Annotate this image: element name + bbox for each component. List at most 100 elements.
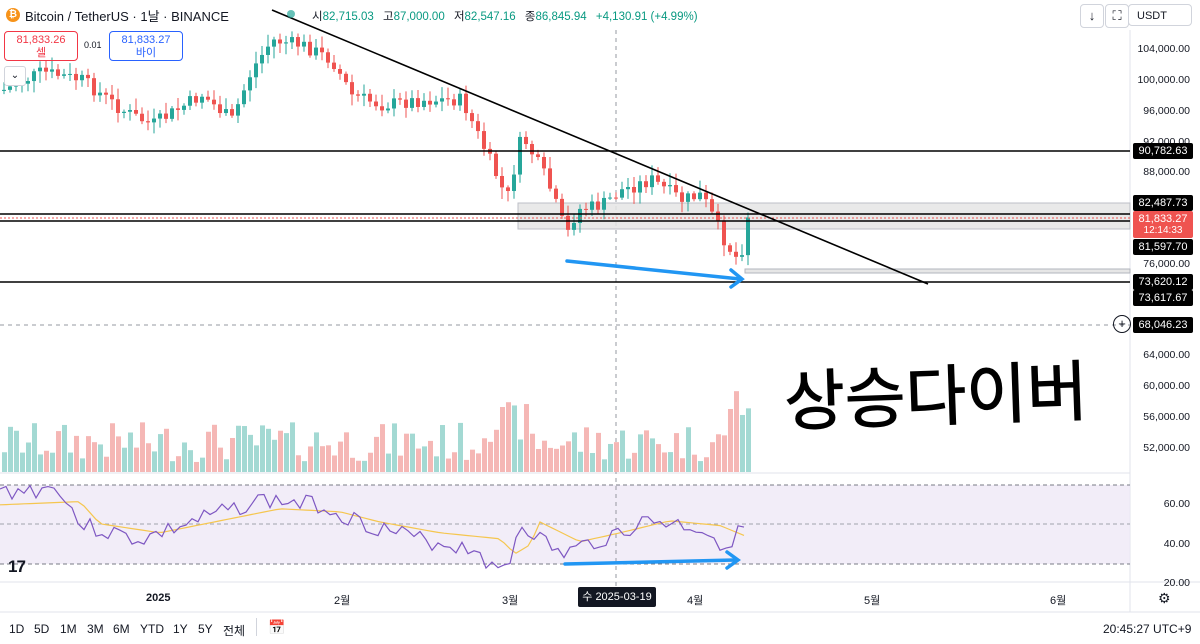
axis-tick: 76,000.00 [1143,258,1190,270]
candle-body [254,63,258,78]
range-3m[interactable]: 3M [87,622,104,636]
volume-bar [674,433,679,472]
volume-bar [50,452,55,472]
crosshair-date-label: 수 2025-03-19 [578,587,656,607]
volume-bar [440,425,445,472]
candle-body [524,136,528,145]
volume-bar [584,427,589,472]
tradingview-logo[interactable]: 17 [8,557,26,576]
volume-bar [692,454,697,472]
candle-body [500,176,504,188]
candle-body [14,85,18,87]
volume-bar [386,453,391,472]
candle-body [110,94,114,100]
candle-body [446,98,450,100]
candle-body [482,131,486,149]
volume-bar [380,424,385,472]
candle-body [86,74,90,79]
candle-body [452,99,456,106]
volume-bar [602,459,607,472]
candle-body [68,73,72,75]
add-alert-icon[interactable]: + [1113,315,1131,333]
candle-body [242,90,246,105]
candle-body [710,199,714,212]
volume-bar [74,435,79,472]
candle-body [62,74,66,76]
volume-bar [452,452,457,472]
candle-body [164,113,168,119]
buy-label: 바이 [135,47,157,59]
candle-body [386,108,390,111]
candle-body [686,193,690,202]
symbol-header[interactable]: Bitcoin / TetherUS · 1날 · BINANCE [0,0,229,30]
range-1y[interactable]: 1Y [173,622,188,636]
arrow-down-icon[interactable]: ↓ [1080,4,1104,28]
volume-bar [32,423,37,472]
candle-body [236,104,240,116]
candle-body [374,101,378,107]
candle-body [434,101,438,105]
rsi-divergence-arrow [563,550,741,570]
volume-bar [128,432,133,472]
volume-bar [350,457,355,472]
volume-bar [254,445,259,472]
range-5d[interactable]: 5D [34,622,50,636]
axis-tick: 88,000.00 [1143,166,1190,178]
candle-body [518,136,522,175]
candle-body [152,118,156,123]
range-6m[interactable]: 6M [113,622,130,636]
sell-button[interactable]: 81,833.26 셀 [4,31,78,61]
volume-bar [176,456,181,472]
volume-bar [398,455,403,472]
symbol-title: Bitcoin / TetherUS · 1날 · BINANCE [25,8,229,24]
volume-bar [590,453,595,472]
candle-body [536,154,540,157]
price-label: 81,597.70 [1133,239,1193,255]
buy-button[interactable]: 81,833.27 바이 [109,31,183,61]
volume-bar [554,448,559,472]
candle-body [476,121,480,132]
volume-bar [458,422,463,472]
sell-label: 셀 [35,47,47,59]
currency-selector[interactable]: USDT [1128,4,1192,26]
last-price-label: 81,833.27 [1133,211,1193,227]
volume-bar [434,456,439,472]
volume-bar [158,434,163,472]
clock-readout[interactable]: 20:45:27 UTC+9 [1103,622,1192,636]
volume-bar [272,439,277,472]
volume-bar [188,450,193,472]
volume-bar [98,444,103,472]
volume-bar [362,460,367,472]
candle-body [344,73,348,83]
low-label: 저 [453,11,465,23]
volume-bar [680,458,685,472]
volume-bar [404,433,409,472]
volume-bar [428,440,433,472]
range-ytd[interactable]: YTD [140,622,164,636]
volume-bar [542,440,547,472]
candle-body [128,110,132,112]
candle-body [668,185,672,187]
fullscreen-icon[interactable]: ⛶ [1105,4,1129,28]
price-label: 82,487.73 [1133,195,1193,211]
range-1d[interactable]: 1D [9,622,25,636]
volume-bar [506,402,511,472]
calendar-range-icon[interactable]: 📅 [268,619,286,635]
volume-bar [566,441,571,472]
candle-body [392,98,396,109]
range-5y[interactable]: 5Y [198,622,213,636]
volume-bar [290,422,295,472]
volume-bar [410,433,415,472]
volume-bar [14,430,19,472]
chevron-down-icon[interactable]: ⌄ [4,66,26,86]
volume-bar [470,449,475,472]
range-1m[interactable]: 1M [60,622,77,636]
candle-body [338,69,342,74]
volume-bar [608,443,613,472]
gear-icon[interactable]: ⚙ [1158,590,1171,606]
range-all[interactable]: 전체 [223,624,246,638]
high-label: 고 [382,11,394,23]
candle-body [644,181,648,188]
rsi-ma-line [0,501,745,554]
